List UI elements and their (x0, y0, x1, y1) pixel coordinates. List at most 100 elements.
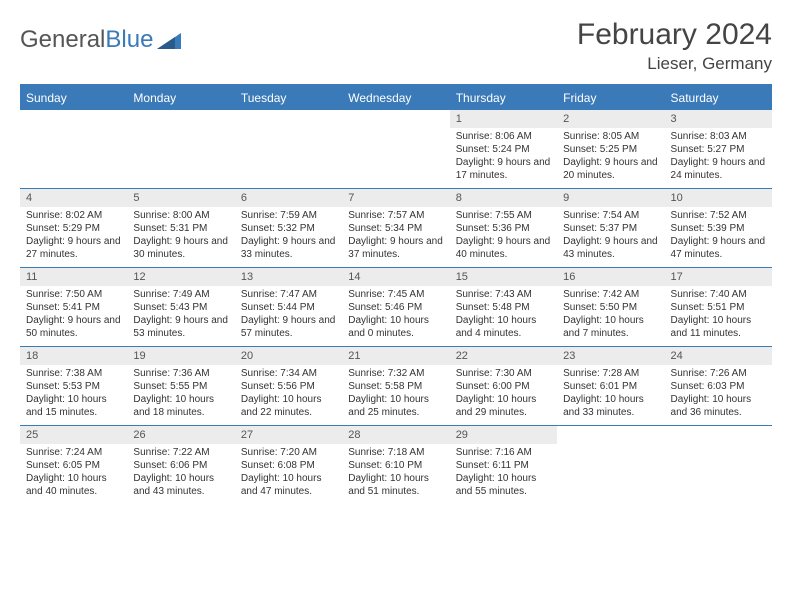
day-info-line: Sunrise: 7:57 AM (348, 209, 443, 222)
day-cell: 19Sunrise: 7:36 AMSunset: 5:55 PMDayligh… (127, 347, 234, 425)
day-body (20, 126, 127, 132)
day-info-line: Sunrise: 7:20 AM (241, 446, 336, 459)
day-info-line: Sunrise: 7:43 AM (456, 288, 551, 301)
day-info-line: Sunrise: 7:45 AM (348, 288, 443, 301)
day-info-line: Daylight: 10 hours and 0 minutes. (348, 314, 443, 340)
location-label: Lieser, Germany (577, 54, 772, 74)
day-info-line: Daylight: 9 hours and 47 minutes. (671, 235, 766, 261)
day-info-line: Daylight: 10 hours and 40 minutes. (26, 472, 121, 498)
day-cell: 4Sunrise: 8:02 AMSunset: 5:29 PMDaylight… (20, 189, 127, 267)
day-number: 14 (342, 268, 449, 286)
day-info-line: Sunset: 5:56 PM (241, 380, 336, 393)
day-cell (235, 110, 342, 188)
day-info-line: Sunrise: 7:47 AM (241, 288, 336, 301)
day-info-line: Daylight: 10 hours and 18 minutes. (133, 393, 228, 419)
day-body: Sunrise: 7:20 AMSunset: 6:08 PMDaylight:… (235, 444, 342, 502)
day-cell: 15Sunrise: 7:43 AMSunset: 5:48 PMDayligh… (450, 268, 557, 346)
day-cell: 9Sunrise: 7:54 AMSunset: 5:37 PMDaylight… (557, 189, 664, 267)
day-cell: 28Sunrise: 7:18 AMSunset: 6:10 PMDayligh… (342, 426, 449, 504)
day-info-line: Sunrise: 7:52 AM (671, 209, 766, 222)
day-info-line: Sunrise: 7:59 AM (241, 209, 336, 222)
day-info-line: Sunrise: 7:50 AM (26, 288, 121, 301)
day-number: 16 (557, 268, 664, 286)
day-info-line: Daylight: 9 hours and 20 minutes. (563, 156, 658, 182)
day-cell: 7Sunrise: 7:57 AMSunset: 5:34 PMDaylight… (342, 189, 449, 267)
day-body: Sunrise: 7:40 AMSunset: 5:51 PMDaylight:… (665, 286, 772, 344)
day-cell: 24Sunrise: 7:26 AMSunset: 6:03 PMDayligh… (665, 347, 772, 425)
day-info-line: Daylight: 9 hours and 53 minutes. (133, 314, 228, 340)
day-info-line: Sunrise: 7:18 AM (348, 446, 443, 459)
day-info-line: Sunrise: 7:16 AM (456, 446, 551, 459)
day-info-line: Sunset: 5:53 PM (26, 380, 121, 393)
day-info-line: Daylight: 9 hours and 37 minutes. (348, 235, 443, 261)
day-body: Sunrise: 7:16 AMSunset: 6:11 PMDaylight:… (450, 444, 557, 502)
day-info-line: Daylight: 10 hours and 25 minutes. (348, 393, 443, 419)
day-body: Sunrise: 7:30 AMSunset: 6:00 PMDaylight:… (450, 365, 557, 423)
day-header-row: SundayMondayTuesdayWednesdayThursdayFrid… (20, 86, 772, 110)
day-info-line: Sunset: 5:58 PM (348, 380, 443, 393)
title-block: February 2024 Lieser, Germany (577, 18, 772, 74)
logo-word1: General (20, 26, 105, 53)
logo-text: GeneralBlue (20, 26, 153, 54)
day-number: 13 (235, 268, 342, 286)
day-info-line: Sunset: 6:03 PM (671, 380, 766, 393)
day-cell (665, 426, 772, 504)
calendar: SundayMondayTuesdayWednesdayThursdayFrid… (20, 84, 772, 504)
day-cell: 23Sunrise: 7:28 AMSunset: 6:01 PMDayligh… (557, 347, 664, 425)
day-number: 19 (127, 347, 234, 365)
day-number: 9 (557, 189, 664, 207)
day-number (665, 426, 772, 442)
day-cell (342, 110, 449, 188)
day-number: 26 (127, 426, 234, 444)
day-cell: 26Sunrise: 7:22 AMSunset: 6:06 PMDayligh… (127, 426, 234, 504)
day-info-line: Sunrise: 7:42 AM (563, 288, 658, 301)
day-info-line: Daylight: 10 hours and 43 minutes. (133, 472, 228, 498)
day-number: 5 (127, 189, 234, 207)
day-info-line: Daylight: 9 hours and 57 minutes. (241, 314, 336, 340)
page-header: GeneralBlue February 2024 Lieser, German… (20, 18, 772, 74)
day-number: 29 (450, 426, 557, 444)
day-info-line: Sunset: 5:48 PM (456, 301, 551, 314)
day-info-line: Sunrise: 8:05 AM (563, 130, 658, 143)
day-cell: 22Sunrise: 7:30 AMSunset: 6:00 PMDayligh… (450, 347, 557, 425)
day-info-line: Daylight: 9 hours and 17 minutes. (456, 156, 551, 182)
day-info-line: Daylight: 9 hours and 40 minutes. (456, 235, 551, 261)
day-cell: 11Sunrise: 7:50 AMSunset: 5:41 PMDayligh… (20, 268, 127, 346)
day-info-line: Sunset: 5:41 PM (26, 301, 121, 314)
day-cell: 3Sunrise: 8:03 AMSunset: 5:27 PMDaylight… (665, 110, 772, 188)
day-number: 24 (665, 347, 772, 365)
day-number: 12 (127, 268, 234, 286)
day-cell: 18Sunrise: 7:38 AMSunset: 5:53 PMDayligh… (20, 347, 127, 425)
day-info-line: Sunrise: 7:40 AM (671, 288, 766, 301)
day-cell (557, 426, 664, 504)
day-number: 28 (342, 426, 449, 444)
day-cell: 27Sunrise: 7:20 AMSunset: 6:08 PMDayligh… (235, 426, 342, 504)
day-info-line: Sunset: 6:08 PM (241, 459, 336, 472)
logo-triangle-icon (157, 31, 181, 49)
day-info-line: Sunset: 6:11 PM (456, 459, 551, 472)
day-cell: 12Sunrise: 7:49 AMSunset: 5:43 PMDayligh… (127, 268, 234, 346)
day-cell (127, 110, 234, 188)
day-info-line: Sunset: 5:50 PM (563, 301, 658, 314)
day-info-line: Sunset: 5:51 PM (671, 301, 766, 314)
day-info-line: Daylight: 9 hours and 24 minutes. (671, 156, 766, 182)
day-number: 23 (557, 347, 664, 365)
day-info-line: Sunset: 6:05 PM (26, 459, 121, 472)
day-body: Sunrise: 7:26 AMSunset: 6:03 PMDaylight:… (665, 365, 772, 423)
day-info-line: Sunset: 5:27 PM (671, 143, 766, 156)
day-cell: 6Sunrise: 7:59 AMSunset: 5:32 PMDaylight… (235, 189, 342, 267)
day-cell: 14Sunrise: 7:45 AMSunset: 5:46 PMDayligh… (342, 268, 449, 346)
day-header: Friday (557, 86, 664, 110)
day-info-line: Sunrise: 7:38 AM (26, 367, 121, 380)
day-info-line: Sunset: 5:36 PM (456, 222, 551, 235)
week-row: 25Sunrise: 7:24 AMSunset: 6:05 PMDayligh… (20, 425, 772, 504)
day-info-line: Sunrise: 7:55 AM (456, 209, 551, 222)
calendar-body: 1Sunrise: 8:06 AMSunset: 5:24 PMDaylight… (20, 110, 772, 504)
day-body: Sunrise: 7:54 AMSunset: 5:37 PMDaylight:… (557, 207, 664, 265)
day-info-line: Daylight: 10 hours and 55 minutes. (456, 472, 551, 498)
day-body: Sunrise: 7:42 AMSunset: 5:50 PMDaylight:… (557, 286, 664, 344)
day-info-line: Daylight: 9 hours and 33 minutes. (241, 235, 336, 261)
day-number (20, 110, 127, 126)
day-number: 7 (342, 189, 449, 207)
day-body: Sunrise: 7:59 AMSunset: 5:32 PMDaylight:… (235, 207, 342, 265)
